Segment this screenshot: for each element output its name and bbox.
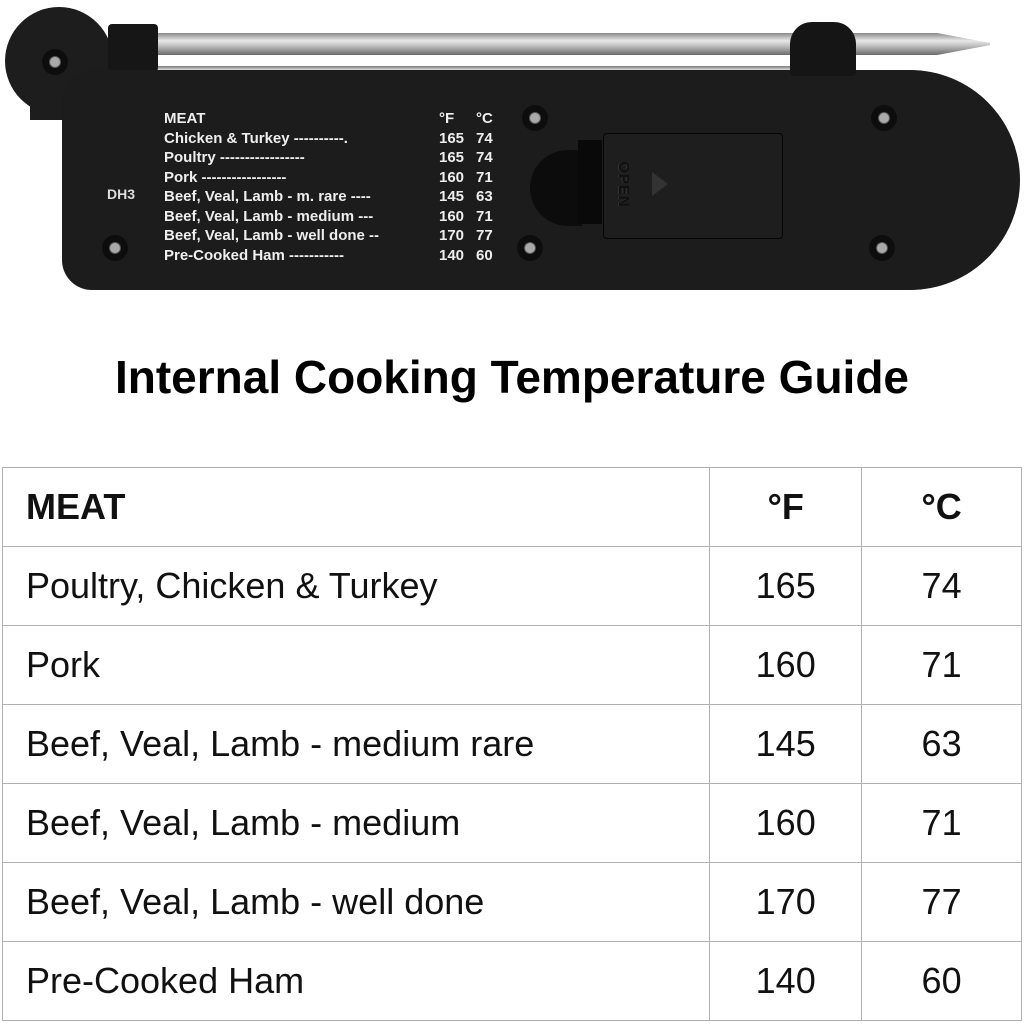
device-row-f: 145 <box>439 188 465 205</box>
device-row-c: 71 <box>476 207 493 225</box>
cell-celsius: 63 <box>861 704 1022 784</box>
device-row-f: 160 <box>439 168 465 186</box>
cell-fahrenheit: 145 <box>709 704 863 784</box>
table-row: Beef, Veal, Lamb - medium rare 145 63 <box>1 704 1022 784</box>
hinge-block <box>108 24 158 72</box>
probe-rod <box>110 33 990 55</box>
header-fahrenheit: °F <box>709 467 863 547</box>
cell-fahrenheit: 160 <box>709 625 863 705</box>
device-row-c: 77 <box>476 227 493 244</box>
cell-meat: Beef, Veal, Lamb - well done <box>1 862 711 942</box>
device-row-f: 165 <box>439 129 465 147</box>
table-header-row: MEAT °F °C <box>1 467 1022 547</box>
device-row-c: 60 <box>476 246 493 264</box>
door-open-label: OPEN <box>614 161 632 208</box>
device-row-f: 140 <box>439 246 465 264</box>
device-row-c: 63 <box>476 188 493 205</box>
probe-clip <box>790 22 856 76</box>
device-row: Beef, Veal, Lamb - medium --- 160 71 <box>164 207 524 227</box>
device-row-c: 71 <box>476 168 493 186</box>
device-row-meat: Pre-Cooked Ham ----------- <box>164 246 344 264</box>
device-header: MEAT °F °C <box>164 109 524 129</box>
cell-meat: Pre-Cooked Ham <box>1 941 711 1021</box>
screw-icon <box>42 49 68 75</box>
battery-tab <box>578 140 602 224</box>
cell-fahrenheit: 160 <box>709 783 863 863</box>
device-row: Beef, Veal, Lamb - m. rare ---- 145 63 <box>164 187 524 207</box>
device-row-meat: Chicken & Turkey ----------. <box>164 129 348 147</box>
device-row: Pre-Cooked Ham ----------- 140 60 <box>164 246 524 266</box>
device-row-f: 160 <box>439 207 465 225</box>
device-row-meat: Beef, Veal, Lamb - well done -- <box>164 227 380 244</box>
header-meat: MEAT <box>1 467 711 547</box>
device-header-c: °C <box>476 110 493 127</box>
table-row: Beef, Veal, Lamb - well done 170 77 <box>1 862 1022 942</box>
model-label: DH3 <box>107 186 136 202</box>
device-row-f: 170 <box>439 227 465 244</box>
device-row: Poultry ----------------- 165 74 <box>164 148 524 168</box>
header-celsius: °C <box>861 467 1022 547</box>
screw-icon <box>869 235 895 261</box>
cell-meat: Pork <box>1 625 711 705</box>
cell-celsius: 60 <box>861 941 1022 1021</box>
device-row: Beef, Veal, Lamb - well done -- 170 77 <box>164 226 524 246</box>
temperature-table: MEAT °F °C Poultry, Chicken & Turkey 165 7… <box>1 467 1022 1021</box>
device-row-c: 74 <box>476 149 493 166</box>
cell-fahrenheit: 140 <box>709 941 863 1021</box>
cell-celsius: 77 <box>861 862 1022 942</box>
device-row-meat: Pork ----------------- <box>164 168 287 186</box>
table-row: Beef, Veal, Lamb - medium 160 71 <box>1 783 1022 863</box>
table-row: Pre-Cooked Ham 140 60 <box>1 941 1022 1021</box>
screw-icon <box>522 105 548 131</box>
device-row-c: 74 <box>476 129 493 147</box>
device-row: Pork ----------------- 160 71 <box>164 168 524 188</box>
page-title: Internal Cooking Temperature Guide <box>114 351 910 403</box>
cell-celsius: 74 <box>861 546 1022 626</box>
cell-fahrenheit: 170 <box>709 862 863 942</box>
cell-meat: Beef, Veal, Lamb - medium rare <box>1 704 711 784</box>
triangle-arrow-icon <box>652 172 668 196</box>
device-row: Chicken & Turkey ----------. 165 74 <box>164 129 524 149</box>
device-row-meat: Poultry ----------------- <box>164 149 305 166</box>
device-row-meat: Beef, Veal, Lamb - m. rare ---- <box>164 188 371 205</box>
device-header-f: °F <box>439 110 455 127</box>
cell-celsius: 71 <box>861 783 1022 863</box>
cell-fahrenheit: 165 <box>709 546 863 626</box>
screw-icon <box>517 235 543 261</box>
device-row-meat: Beef, Veal, Lamb - medium --- <box>164 207 374 225</box>
cell-meat: Beef, Veal, Lamb - medium <box>1 783 711 863</box>
screw-icon <box>102 235 128 261</box>
device-header-meat: MEAT <box>164 110 206 127</box>
table-row: Pork 160 71 <box>1 625 1022 705</box>
cell-meat: Poultry, Chicken & Turkey <box>1 546 711 626</box>
screw-icon <box>871 105 897 131</box>
table-row: Poultry, Chicken & Turkey 165 74 <box>1 546 1022 626</box>
cell-celsius: 71 <box>861 625 1022 705</box>
battery-door <box>603 133 783 239</box>
device-temp-chart: MEAT °F °C Chicken & Turkey ----------. 165… <box>164 109 524 265</box>
device-row-f: 165 <box>439 149 465 166</box>
